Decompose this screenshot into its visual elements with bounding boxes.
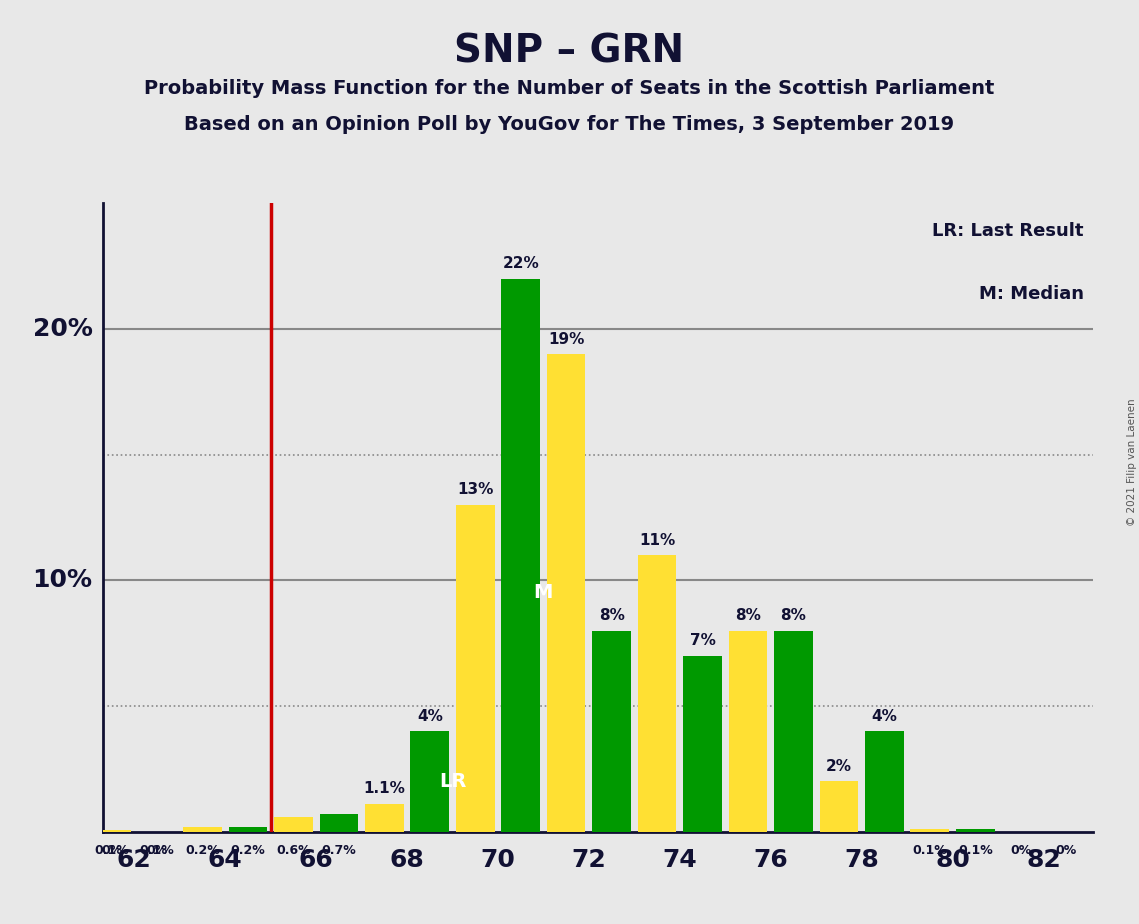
Text: 0%: 0% [1010,845,1031,857]
Bar [456,505,494,832]
Bar [364,804,403,832]
Text: 0%: 0% [1056,845,1076,857]
Text: 8%: 8% [599,608,624,623]
Text: LR: Last Result: LR: Last Result [932,222,1083,240]
Text: 4%: 4% [417,709,443,723]
Bar [638,555,677,832]
Text: SNP – GRN: SNP – GRN [454,32,685,70]
Text: 11%: 11% [639,532,675,548]
Text: 0.1%: 0.1% [958,845,992,857]
Text: 0%: 0% [101,845,122,857]
Text: 10%: 10% [33,568,92,592]
Text: © 2021 Filip van Laenen: © 2021 Filip van Laenen [1128,398,1137,526]
Bar [729,630,768,832]
Text: 8%: 8% [735,608,761,623]
Text: 0.1%: 0.1% [912,845,948,857]
Text: LR: LR [439,772,466,791]
Text: 2%: 2% [826,759,852,773]
Text: 0.1%: 0.1% [140,845,174,857]
Text: 1.1%: 1.1% [363,782,405,796]
Bar [775,630,813,832]
Bar [501,279,540,832]
Text: 0.1%: 0.1% [95,845,129,857]
Bar [92,831,131,832]
Bar [410,731,449,832]
Text: 22%: 22% [502,256,539,271]
Bar [592,630,631,832]
Bar [820,782,858,832]
Text: 0.6%: 0.6% [276,845,311,857]
Text: 0.2%: 0.2% [230,845,265,857]
Text: M: M [534,583,554,602]
Bar [274,817,313,832]
Bar [229,827,268,832]
Text: 20%: 20% [33,317,92,341]
Bar [183,827,222,832]
Text: 19%: 19% [548,332,584,346]
Bar [865,731,903,832]
Text: Based on an Opinion Poll by YouGov for The Times, 3 September 2019: Based on an Opinion Poll by YouGov for T… [185,115,954,134]
Text: 0.2%: 0.2% [186,845,220,857]
Text: 13%: 13% [457,482,493,497]
Bar [683,656,722,832]
Text: 4%: 4% [871,709,898,723]
Text: 8%: 8% [780,608,806,623]
Text: 7%: 7% [689,633,715,648]
Bar [910,829,949,832]
Bar [956,829,994,832]
Text: 0.7%: 0.7% [321,845,357,857]
Text: Probability Mass Function for the Number of Seats in the Scottish Parliament: Probability Mass Function for the Number… [145,79,994,98]
Bar [320,814,358,832]
Text: 0%: 0% [147,845,167,857]
Bar [547,354,585,832]
Text: M: Median: M: Median [978,285,1083,303]
